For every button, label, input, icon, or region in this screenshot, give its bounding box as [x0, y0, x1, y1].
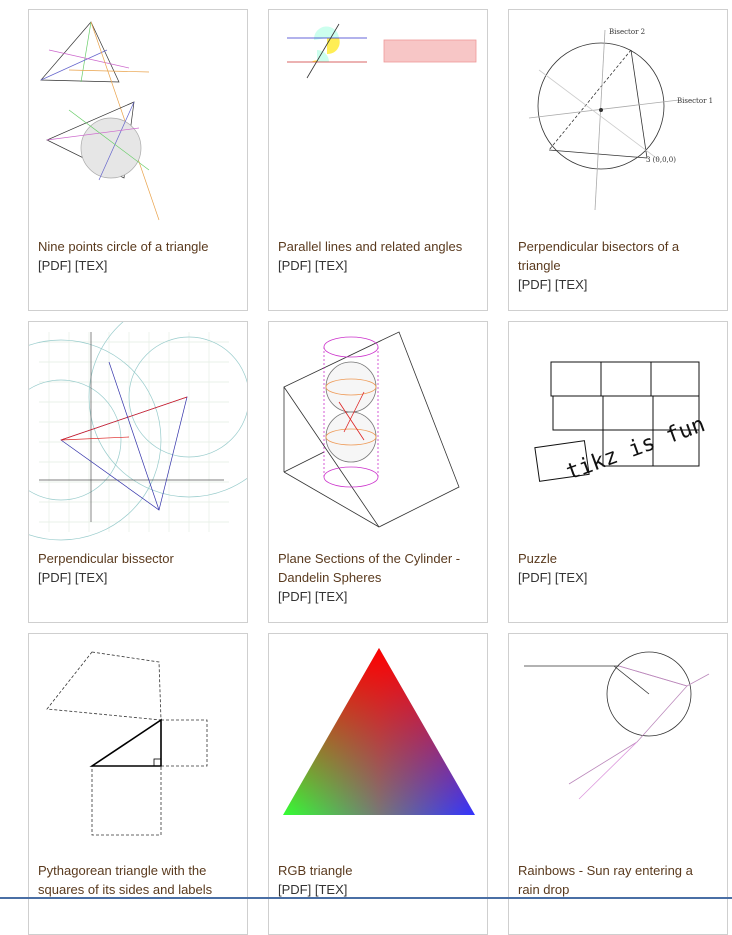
thumbnail: tikz is fun: [534, 361, 709, 485]
card-title[interactable]: Perpendicular bisectors of a triangle: [518, 239, 680, 273]
thumbnail: [283, 648, 475, 815]
card-title[interactable]: Nine points circle of a triangle: [38, 239, 209, 254]
card-title[interactable]: Rainbows - Sun ray entering a rain drop: [518, 863, 693, 897]
card-title[interactable]: Parallel lines and related angles: [278, 239, 463, 254]
page: Nine points circle of a triangle [PDF] [T…: [0, 9, 732, 935]
card-title[interactable]: Plane Sections of the Cylinder - Dandeli…: [278, 551, 461, 585]
pdf-link[interactable]: [PDF]: [278, 589, 312, 604]
card[interactable]: Pythagorean triangle with the squares of…: [28, 633, 248, 935]
card[interactable]: RGB triangle [PDF] [TEX]: [268, 633, 488, 935]
tex-link[interactable]: [TEX]: [314, 589, 348, 604]
tex-link[interactable]: [TEX]: [314, 258, 348, 273]
card[interactable]: Perpendicular bissector [PDF] [TEX]: [28, 321, 248, 623]
thumbnail: [524, 651, 710, 800]
card-title[interactable]: Puzzle: [518, 551, 558, 566]
card[interactable]: Nine points circle of a triangle [PDF] [T…: [28, 9, 248, 311]
pdf-link[interactable]: [PDF]: [38, 258, 72, 273]
card[interactable]: Parallel lines and related angles [PDF] […: [268, 9, 488, 311]
card[interactable]: Plane Sections of the Cylinder - Dandeli…: [268, 321, 488, 623]
figure-label: 3 (0,0,0): [646, 156, 676, 164]
pdf-link[interactable]: [PDF]: [518, 277, 552, 292]
pdf-link[interactable]: [PDF]: [518, 570, 552, 585]
tex-link[interactable]: [TEX]: [74, 258, 108, 273]
card[interactable]: tikz is fun Puzzle [PDF] [TEX]: [508, 321, 728, 623]
card-title[interactable]: Perpendicular bissector: [38, 551, 174, 566]
card-title[interactable]: Pythagorean triangle with the squares of…: [38, 863, 213, 897]
thumbnail: [46, 651, 208, 836]
pdf-link[interactable]: [PDF]: [278, 882, 312, 897]
thumbnail: [29, 322, 247, 541]
figure-label: Bisector 1: [677, 97, 713, 105]
thumbnail: [40, 21, 160, 221]
figure-label: tikz is fun: [563, 412, 708, 485]
card-title[interactable]: RGB triangle: [278, 863, 353, 878]
tex-link[interactable]: [TEX]: [554, 277, 588, 292]
tex-link[interactable]: [TEX]: [554, 570, 588, 585]
pdf-link[interactable]: [PDF]: [38, 570, 72, 585]
pdf-link[interactable]: [PDF]: [278, 258, 312, 273]
tex-link[interactable]: [TEX]: [74, 570, 108, 585]
tex-link[interactable]: [TEX]: [314, 882, 348, 897]
thumbnail: Bisector 2 Bisector 1 3 (0,0,0): [528, 28, 713, 211]
card[interactable]: Bisector 2 Bisector 1 3 (0,0,0) Perpendi…: [508, 9, 728, 311]
thumbnail: [283, 331, 460, 528]
scrollbar-edge: [0, 897, 732, 899]
thumbnail: [287, 23, 477, 79]
figure-label: Bisector 2: [609, 28, 645, 36]
card[interactable]: Rainbows - Sun ray entering a rain drop: [508, 633, 728, 935]
